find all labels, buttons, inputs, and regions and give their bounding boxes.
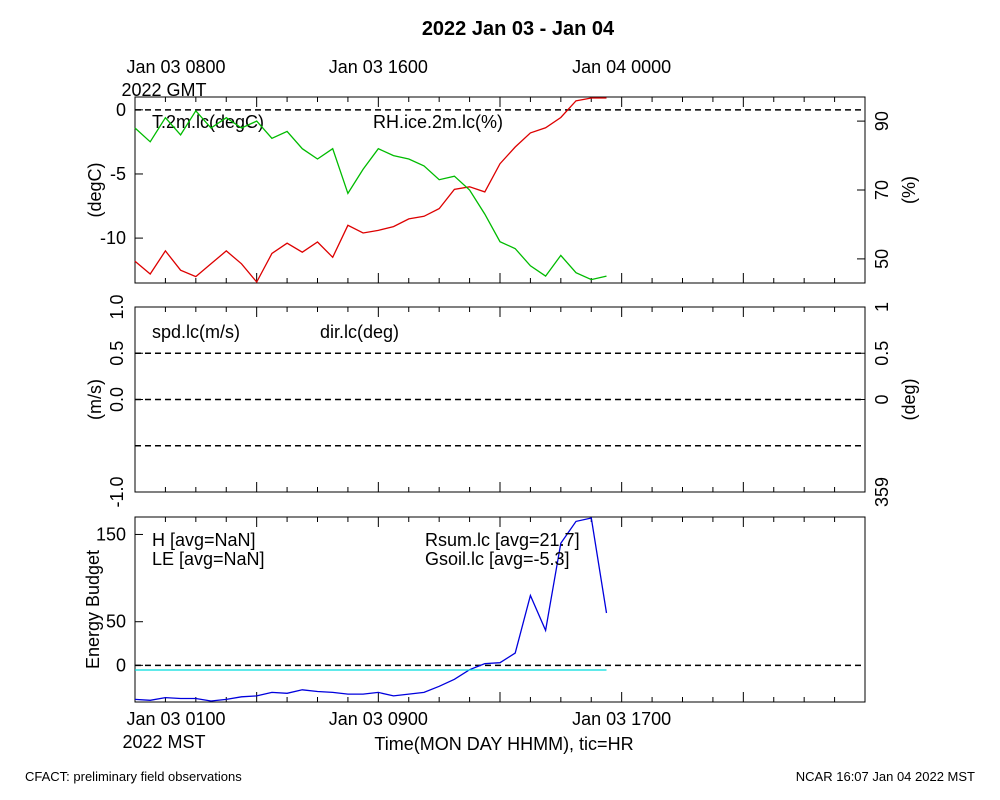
panel-3: 150 50 0 Energy Budget H [avg=NaN]LE [avg=Na… xyxy=(83,516,866,703)
top-time-label: Jan 03 0800 xyxy=(126,57,225,77)
footer-left-note: CFACT: preliminary field observations xyxy=(25,769,242,784)
series-line-red xyxy=(134,97,607,284)
legend-entry: Gsoil.lc [avg=-5.3] xyxy=(425,549,570,569)
right-tick-label: 359 xyxy=(872,477,892,507)
left-tick-label: 0.5 xyxy=(107,341,127,366)
right-axis-label: (%) xyxy=(899,176,919,204)
panel-2: 1.0 0.5 0.0 -1.0 1 0.5 0 359 (m/s) (deg) spd.lc(m/… xyxy=(85,294,919,507)
right-tick-label: 1 xyxy=(872,302,892,312)
left-axis-label: (m/s) xyxy=(85,379,105,420)
x-axis-label: Time(MON DAY HHMM), tic=HR xyxy=(374,734,633,754)
left-tick-label: -1.0 xyxy=(107,476,127,507)
right-tick-label: 0 xyxy=(872,394,892,404)
right-axis-label: (deg) xyxy=(899,378,919,420)
left-tick-label: 150 xyxy=(96,524,126,544)
left-tick-label: 1.0 xyxy=(107,294,127,319)
left-tick-label: 0 xyxy=(116,655,126,675)
legend-entry: spd.lc(m/s) xyxy=(152,322,240,342)
right-tick-label: 50 xyxy=(872,249,892,269)
legend-entry: dir.lc(deg) xyxy=(320,322,399,342)
legend-entry: LE [avg=NaN] xyxy=(152,549,265,569)
left-tick-label: 50 xyxy=(106,612,126,632)
bottom-time-label: Jan 03 1700 xyxy=(572,709,671,729)
series-line-green xyxy=(134,109,607,281)
legend-entry: Rsum.lc [avg=21.7] xyxy=(425,530,580,550)
top-time-label-tz: 2022 GMT xyxy=(121,80,206,100)
left-tick-label: 0 xyxy=(116,100,126,120)
legend-entry: T.2m.lc(degC) xyxy=(152,112,264,132)
legend-entry: H [avg=NaN] xyxy=(152,530,256,550)
bottom-time-label: Jan 03 0900 xyxy=(329,709,428,729)
left-tick-label: -10 xyxy=(100,228,126,248)
right-tick-label: 70 xyxy=(872,180,892,200)
panel-1: 0 -5 -10 90 70 50 (degC) (%) T.2m.lc(degC) RH.ice… xyxy=(85,96,919,284)
panels-group: 0 -5 -10 90 70 50 (degC) (%) T.2m.lc(degC) RH.ice… xyxy=(83,96,919,703)
bottom-time-label-tz: 2022 MST xyxy=(122,732,205,752)
left-tick-label: -5 xyxy=(110,164,126,184)
series-line-blue xyxy=(134,517,608,702)
left-axis-label: Energy Budget xyxy=(83,550,103,669)
footer-right-note: NCAR 16:07 Jan 04 2022 MST xyxy=(796,769,975,784)
top-time-label: Jan 04 0000 xyxy=(572,57,671,77)
top-time-label: Jan 03 1600 xyxy=(329,57,428,77)
legend-entry: RH.ice.2m.lc(%) xyxy=(373,112,503,132)
bottom-time-label: Jan 03 0100 xyxy=(126,709,225,729)
figure-title: 2022 Jan 03 - Jan 04 xyxy=(422,18,615,40)
right-tick-label: 90 xyxy=(872,111,892,131)
left-tick-label: 0.0 xyxy=(107,387,127,412)
left-axis-label: (degC) xyxy=(85,162,105,217)
right-tick-label: 0.5 xyxy=(872,341,892,366)
